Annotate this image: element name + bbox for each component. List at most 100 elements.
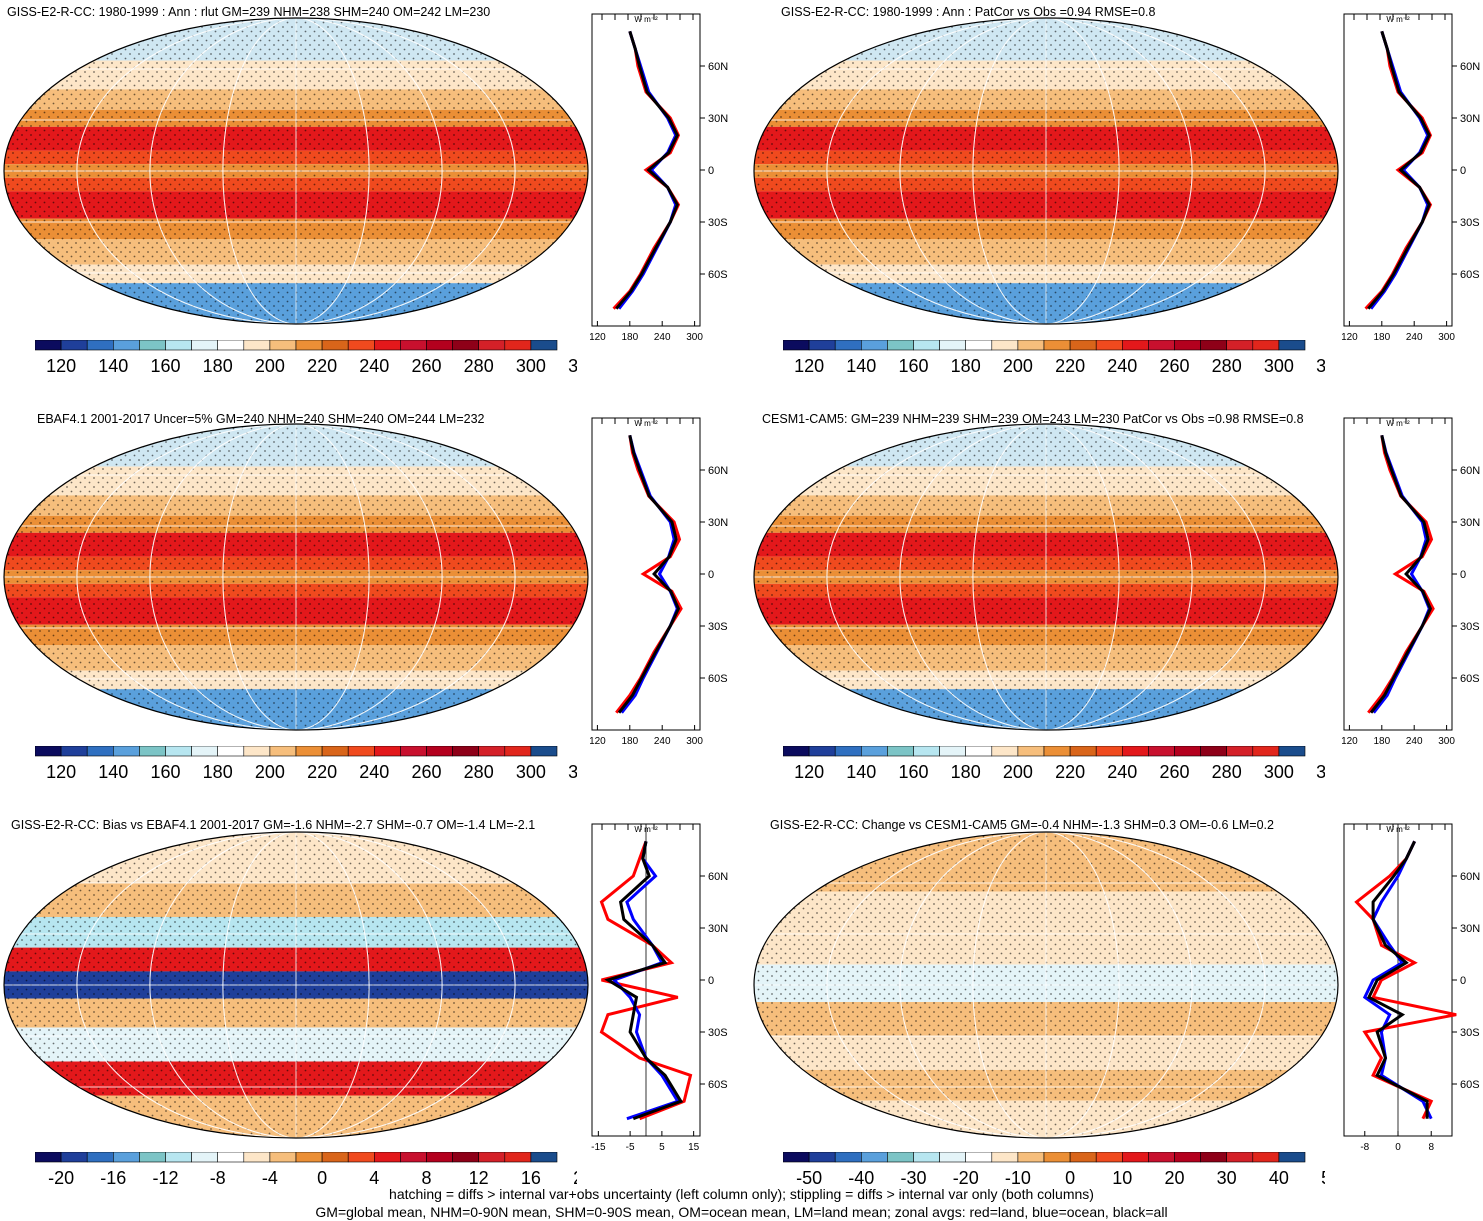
zonal-lat-tick: 0 [1460, 569, 1466, 581]
colorbar-swatch [861, 746, 888, 757]
zonal-lat-tick: 30S [708, 217, 728, 229]
colorbar-swatch [113, 1152, 140, 1163]
colorbar-swatch [939, 340, 967, 351]
zonal-x-tick: 180 [1373, 332, 1390, 343]
colorbar-swatch [373, 340, 401, 351]
colorbar-label: 240 [1107, 356, 1137, 376]
colorbar-label: 260 [411, 762, 441, 782]
colorbar-swatch [783, 340, 810, 351]
colorbar-swatch [1017, 746, 1045, 757]
zonal-mean-plot-1: W m⁻² 60N 30N 0 30S 60S 120 180 240 300 [590, 13, 728, 343]
colorbar-swatch [347, 746, 375, 757]
zonal-lat-tick: 30N [708, 113, 728, 125]
colorbar-label: 300 [1264, 356, 1294, 376]
colorbar-label: 10 [1112, 1168, 1132, 1188]
colorbar-label: 320 [1316, 762, 1325, 782]
zonal-x-tick: 300 [1438, 736, 1455, 747]
colorbar-label: 20 [1164, 1168, 1184, 1188]
colorbar-swatch [321, 746, 349, 757]
colorbar-swatch [165, 340, 192, 351]
zonal-units-label: W m⁻² [1386, 419, 1410, 428]
colorbar-swatch [191, 746, 219, 757]
colorbar-label: 0 [317, 1168, 327, 1188]
zonal-lat-tick: 0 [1460, 165, 1466, 177]
colorbar-label: 200 [255, 762, 285, 782]
zonal-lat-tick: 60S [1460, 1079, 1480, 1091]
zonal-lat-tick: 0 [1460, 975, 1466, 987]
colorbar-label: 160 [898, 356, 928, 376]
colorbar-swatch [426, 340, 453, 351]
colorbar-swatch [1174, 746, 1201, 757]
colorbar-swatch [400, 746, 427, 757]
colorbar-swatch [86, 340, 114, 351]
zonal-x-tick: 120 [1342, 736, 1358, 747]
zonal-x-tick: 0 [1395, 1142, 1401, 1153]
colorbar-swatch [1226, 1152, 1254, 1163]
zonal-x-tick: 120 [1342, 332, 1358, 343]
colorbar-swatch [452, 746, 480, 757]
colorbar-swatch [913, 1152, 940, 1163]
colorbar-label: 180 [951, 762, 981, 782]
colorbar-label: -20 [953, 1168, 979, 1188]
zonal-x-tick: 240 [654, 332, 671, 343]
zonal-lat-tick: 30N [1460, 517, 1480, 529]
colorbar-swatch [60, 746, 88, 757]
colorbar-swatch [808, 746, 836, 757]
zonal-units-label: W m⁻² [634, 15, 658, 24]
colorbar-swatch [478, 340, 506, 351]
colorbar-swatch [1148, 1152, 1175, 1163]
footer-line-2: GM=global mean, NHM=0-90N mean, SHM=0-90… [315, 1204, 1168, 1220]
colorbar-swatch [478, 746, 506, 757]
world-map-2 [753, 17, 1339, 325]
colorbar-swatch [1148, 340, 1175, 351]
colorbar-swatch [347, 1152, 375, 1163]
colorbar-swatch [808, 340, 836, 351]
colorbar-swatch [783, 746, 810, 757]
colorbar-swatch [295, 746, 323, 757]
colorbar-swatch [887, 340, 914, 351]
colorbar-swatch [321, 340, 349, 351]
zonal-x-tick: 300 [1438, 332, 1455, 343]
colorbar-3: 120 140 160 180 200 220 240 260 280 300 320 [35, 746, 577, 782]
colorbar-label: 200 [1003, 762, 1033, 782]
colorbar-swatch [965, 1152, 993, 1163]
colorbar-swatch [373, 1152, 401, 1163]
colorbar-swatch [86, 746, 114, 757]
zonal-lat-tick: 30S [1460, 217, 1480, 229]
colorbar-swatch [1121, 1152, 1149, 1163]
colorbar-swatch [1200, 340, 1228, 351]
colorbar-swatch [321, 1152, 349, 1163]
colorbar-label: -20 [48, 1168, 74, 1188]
colorbar-swatch [452, 1152, 480, 1163]
colorbar-label: 240 [359, 762, 389, 782]
colorbar-swatch [139, 340, 166, 351]
world-map-1 [3, 17, 589, 325]
colorbar-swatch [217, 340, 245, 351]
zonal-lat-tick: 0 [708, 165, 714, 177]
zonal-x-tick: 240 [1406, 332, 1423, 343]
zonal-lat-tick: 30N [708, 923, 728, 935]
panel-title-4: CESM1-CAM5: GM=239 NHM=239 SHM=239 OM=24… [762, 412, 1304, 426]
zonal-x-tick: -5 [626, 1142, 635, 1153]
colorbar-swatch [191, 340, 219, 351]
colorbar-swatch [965, 746, 993, 757]
colorbar-swatch [217, 746, 245, 757]
zonal-x-tick: 240 [1406, 736, 1423, 747]
colorbar-swatch [113, 746, 140, 757]
zonal-all-line [604, 841, 684, 1121]
zonal-land-line [599, 840, 693, 1121]
colorbar-swatch [1148, 746, 1175, 757]
colorbar-2: 120 140 160 180 200 220 240 260 280 300 320 [783, 340, 1325, 376]
zonal-lat-tick: 30N [1460, 113, 1480, 125]
zonal-x-tick: -8 [1360, 1142, 1369, 1153]
zonal-mean-plot-4: W m⁻² 60N 30N 0 30S 60S 120 180 240 300 [1342, 417, 1480, 747]
colorbar-label: 280 [1212, 762, 1242, 782]
colorbar-swatch [400, 1152, 427, 1163]
colorbar-swatch [269, 340, 297, 351]
zonal-all-line [617, 434, 681, 714]
colorbar-label: 320 [568, 356, 577, 376]
zonal-x-tick: 180 [1373, 736, 1390, 747]
colorbar-swatch [834, 340, 862, 351]
colorbar-label: 16 [521, 1168, 541, 1188]
colorbar-label: 320 [1316, 356, 1325, 376]
